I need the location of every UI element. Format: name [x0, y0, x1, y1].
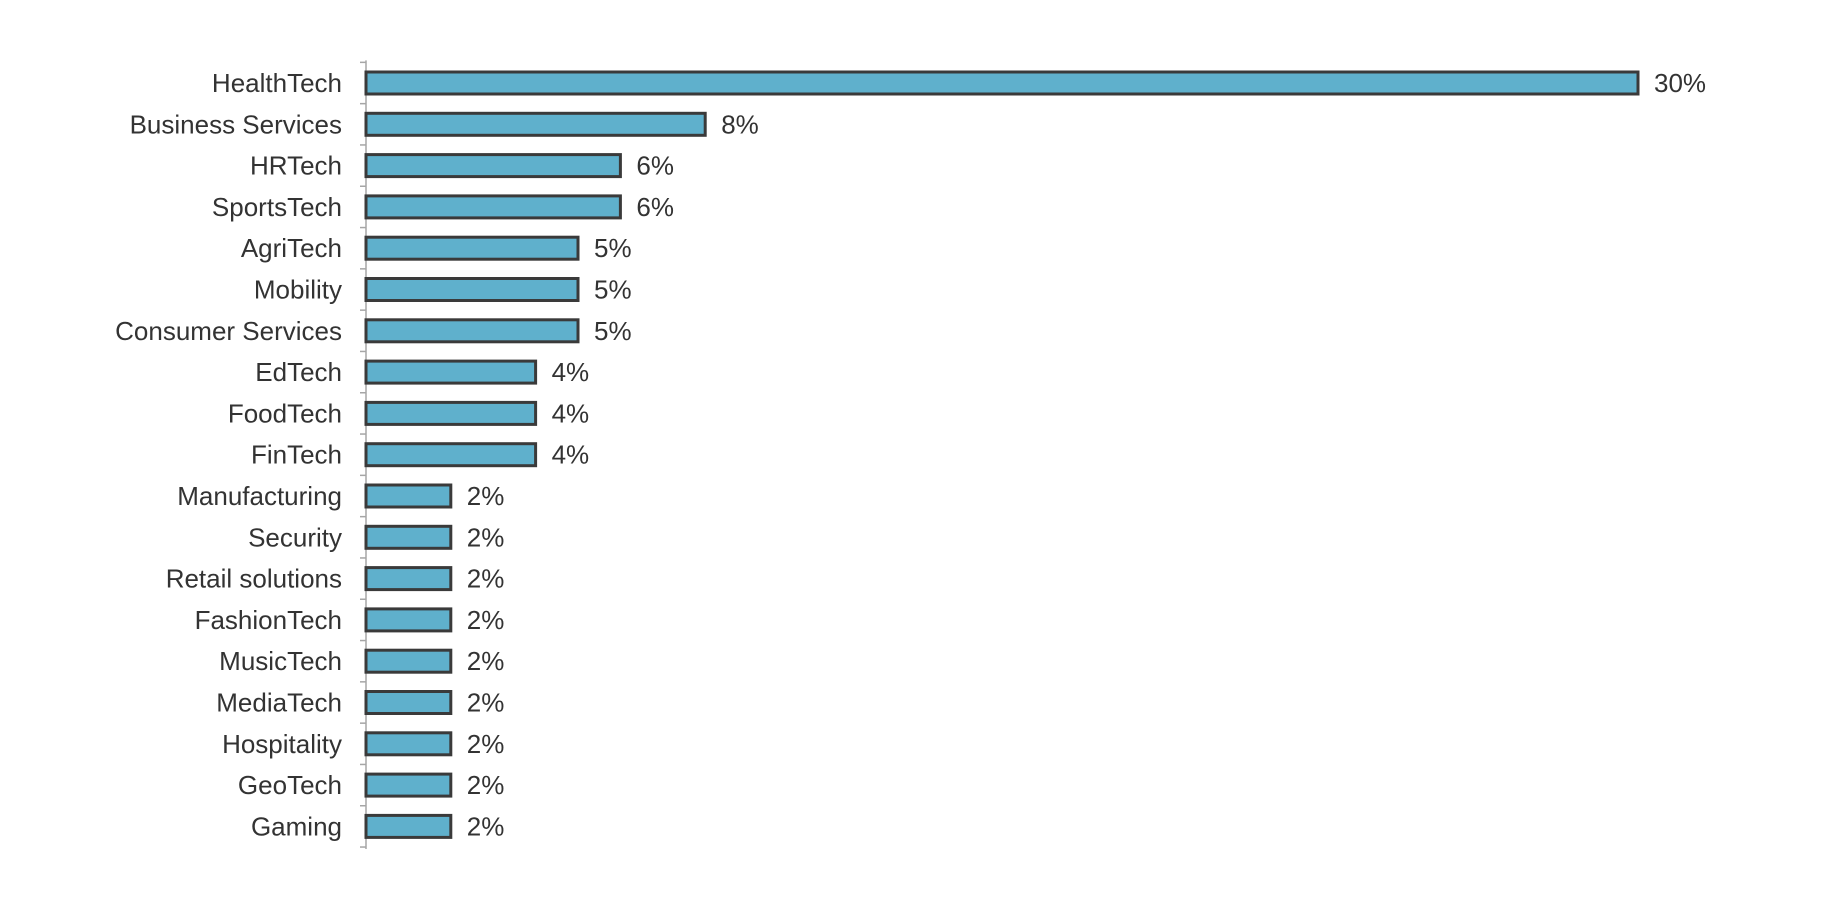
category-label: Consumer Services: [115, 316, 342, 346]
category-label: MusicTech: [219, 646, 342, 676]
bar-agritech: [364, 235, 580, 261]
value-label: 4%: [552, 357, 590, 387]
category-label: FinTech: [251, 440, 342, 470]
bar-edtech: [364, 359, 538, 385]
category-label: FashionTech: [195, 605, 342, 635]
category-label: Gaming: [251, 811, 342, 841]
bar-sportstech: [364, 194, 622, 220]
bar-mediatech: [364, 690, 453, 715]
value-label: 5%: [594, 275, 632, 305]
category-label: Retail solutions: [166, 564, 342, 594]
value-label: 2%: [467, 564, 505, 594]
value-label: 2%: [467, 770, 505, 800]
category-label: GeoTech: [238, 770, 342, 800]
value-label: 2%: [467, 729, 505, 759]
bar-musictech: [364, 648, 453, 674]
value-label: 5%: [594, 233, 632, 263]
category-label: Business Services: [130, 109, 342, 139]
value-label: 2%: [467, 522, 505, 552]
bar-foodtech: [364, 400, 538, 426]
bar-healthtech: [364, 70, 1640, 96]
category-label: HRTech: [250, 151, 342, 181]
value-label: 2%: [467, 605, 505, 635]
category-label: Security: [248, 522, 342, 552]
category-label: Mobility: [254, 275, 342, 305]
category-label: EdTech: [255, 357, 342, 387]
value-label: 5%: [594, 316, 632, 346]
bar-consumer-services: [364, 318, 580, 344]
category-label: HealthTech: [212, 68, 342, 98]
value-label: 30%: [1654, 68, 1706, 98]
bar-mobility: [364, 277, 580, 302]
value-label: 6%: [636, 192, 674, 222]
value-label: 4%: [552, 440, 590, 470]
value-label: 8%: [721, 109, 759, 139]
category-label: Manufacturing: [177, 481, 342, 511]
bar-manufacturing: [364, 483, 453, 509]
bar-business-services: [364, 111, 707, 137]
bar-hrtech: [364, 153, 622, 179]
bar-fintech: [364, 442, 538, 468]
value-label: 2%: [467, 481, 505, 511]
bar-retail-solutions: [364, 566, 453, 592]
value-label: 4%: [552, 398, 590, 428]
bar-fashiontech: [364, 607, 453, 633]
value-label: 2%: [467, 688, 505, 718]
value-label: 6%: [636, 151, 674, 181]
bar-security: [364, 524, 453, 550]
bar-geotech: [364, 772, 453, 798]
value-label: 2%: [467, 646, 505, 676]
category-label: SportsTech: [212, 192, 342, 222]
category-label: AgriTech: [241, 233, 342, 263]
category-label: MediaTech: [216, 688, 342, 718]
category-label: FoodTech: [228, 398, 342, 428]
bar-gaming: [364, 813, 453, 839]
bar-hospitality: [364, 731, 453, 757]
value-label: 2%: [467, 811, 505, 841]
category-label: Hospitality: [222, 729, 342, 759]
